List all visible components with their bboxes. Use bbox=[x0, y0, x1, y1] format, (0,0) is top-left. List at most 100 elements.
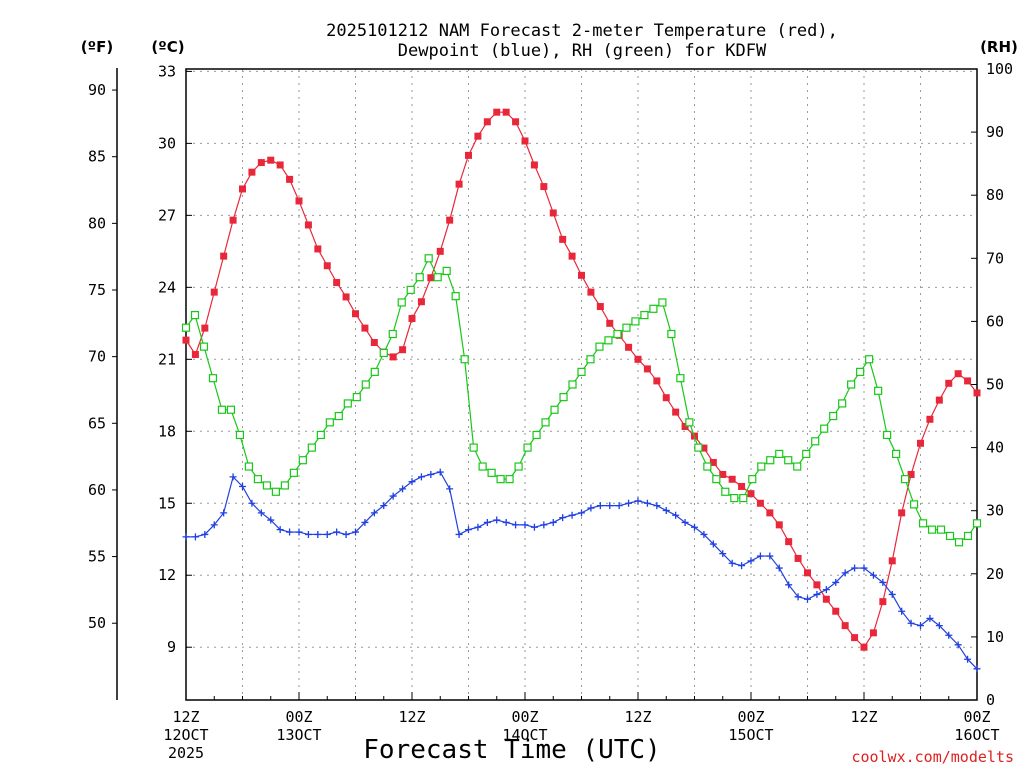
temperature-point bbox=[417, 298, 425, 306]
dewpoint-point bbox=[417, 473, 425, 481]
dewpoint-point bbox=[917, 622, 924, 630]
dewpoint-point bbox=[700, 530, 708, 538]
rh-point bbox=[568, 380, 577, 389]
rh-tick-label: 70 bbox=[986, 249, 1004, 267]
dewpoint-point bbox=[248, 499, 256, 507]
rh-point bbox=[918, 519, 928, 528]
dewpoint-point bbox=[775, 564, 783, 572]
tick-labels: 9 12 15 18 21 24 27 30 33 50 55 60 65 70 75 80 85 90 0 10 20… bbox=[88, 60, 1013, 762]
temperature-point bbox=[342, 293, 350, 301]
fahrenheit-tick-label: 50 bbox=[88, 614, 106, 632]
rh-point bbox=[874, 386, 883, 395]
fahrenheit-tick-label: 60 bbox=[88, 481, 106, 499]
rh-point bbox=[712, 475, 721, 484]
temperature-point bbox=[220, 252, 228, 260]
dewpoint-point bbox=[813, 590, 821, 598]
rh-point bbox=[748, 475, 757, 484]
rh-point bbox=[909, 500, 919, 509]
rh-point bbox=[622, 323, 631, 332]
rh-point bbox=[541, 418, 550, 427]
dewpoint-point bbox=[493, 516, 501, 524]
rh-point bbox=[730, 493, 739, 503]
temperature-point bbox=[446, 216, 454, 224]
rh-point bbox=[838, 399, 847, 408]
temperature-point bbox=[502, 108, 510, 116]
temperature-point bbox=[822, 595, 830, 603]
dewpoint-point bbox=[587, 504, 595, 512]
dewpoint-point bbox=[295, 528, 303, 536]
dewpoint-point bbox=[342, 530, 350, 538]
x-tick-label: 14OCT bbox=[502, 726, 547, 744]
rh-point bbox=[721, 487, 730, 496]
dewpoint-point bbox=[898, 607, 906, 615]
gridlines bbox=[186, 69, 977, 700]
celsius-unit-label: (ºC) bbox=[151, 38, 184, 56]
rh-point bbox=[334, 411, 343, 421]
chart-title-line1: 2025101212 NAM Forecast 2-meter Temperat… bbox=[326, 21, 838, 41]
x-tick-label: 15OCT bbox=[728, 726, 773, 744]
rh-point bbox=[460, 355, 469, 364]
rh-point bbox=[262, 481, 271, 490]
fahrenheit-unit-label: (ºF) bbox=[81, 38, 113, 56]
x-tick-label: 12OCT bbox=[163, 726, 208, 744]
temperature-point bbox=[747, 490, 755, 498]
temperature-point bbox=[483, 118, 491, 126]
dewpoint-point bbox=[643, 499, 651, 507]
temperature-point bbox=[239, 185, 246, 193]
rh-point bbox=[487, 468, 496, 477]
rh-point bbox=[703, 462, 712, 471]
dewpoint-point bbox=[257, 509, 265, 517]
dewpoint-point bbox=[323, 530, 331, 538]
dewpoint-point bbox=[625, 499, 633, 507]
rh-point bbox=[784, 456, 793, 465]
rh-point bbox=[766, 456, 775, 465]
dewpoint-point bbox=[615, 502, 623, 510]
dewpoint-point bbox=[653, 502, 661, 510]
temperature-point bbox=[191, 351, 199, 359]
dewpoint-point bbox=[530, 523, 538, 531]
x-tick-label: 00Z bbox=[285, 708, 312, 726]
temperature-point bbox=[794, 554, 802, 562]
dewpoint-point bbox=[502, 518, 510, 526]
temperature-point bbox=[954, 370, 962, 378]
rh-point bbox=[307, 443, 316, 452]
fahrenheit-tick-label: 55 bbox=[88, 548, 106, 566]
dewpoint-point bbox=[822, 586, 830, 594]
rh-point bbox=[945, 531, 955, 541]
temperature-point bbox=[917, 439, 924, 447]
celsius-tick-label: 24 bbox=[158, 278, 176, 296]
dewpoint-point bbox=[945, 631, 953, 639]
rh-point bbox=[775, 449, 784, 459]
dewpoint-point bbox=[691, 523, 698, 531]
temperature-point bbox=[832, 607, 840, 615]
rh-point bbox=[954, 538, 964, 547]
dewpoint-point bbox=[851, 564, 859, 572]
rh-tick-label: 0 bbox=[986, 691, 995, 709]
temperature-point bbox=[606, 319, 614, 327]
fahrenheit-tick-label: 90 bbox=[88, 81, 106, 99]
celsius-tick-label: 15 bbox=[158, 494, 176, 512]
rh-point bbox=[865, 355, 874, 364]
rh-point bbox=[415, 273, 424, 282]
x-axis-title: Forecast Time (UTC) bbox=[363, 735, 660, 765]
dewpoint-point bbox=[201, 530, 209, 538]
dewpoint-point bbox=[314, 530, 322, 538]
rh-point bbox=[370, 367, 379, 376]
temperature-point bbox=[596, 303, 604, 311]
temperature-point bbox=[860, 643, 868, 651]
rh-point bbox=[496, 475, 505, 484]
temperature-point bbox=[389, 353, 397, 361]
dewpoint-point bbox=[973, 665, 981, 673]
dewpoint-point bbox=[483, 518, 491, 526]
rh-point bbox=[829, 411, 838, 421]
rh-tick-label: 10 bbox=[986, 628, 1004, 646]
dewpoint-point bbox=[446, 485, 454, 493]
rh-point bbox=[388, 329, 397, 339]
dewpoint-point bbox=[427, 470, 435, 478]
rh-point bbox=[244, 462, 254, 471]
dewpoint-point bbox=[408, 478, 416, 486]
rh-point bbox=[739, 493, 748, 503]
temperature-point bbox=[549, 209, 557, 217]
temperature-point bbox=[851, 634, 859, 642]
dewpoint-point bbox=[182, 533, 190, 541]
